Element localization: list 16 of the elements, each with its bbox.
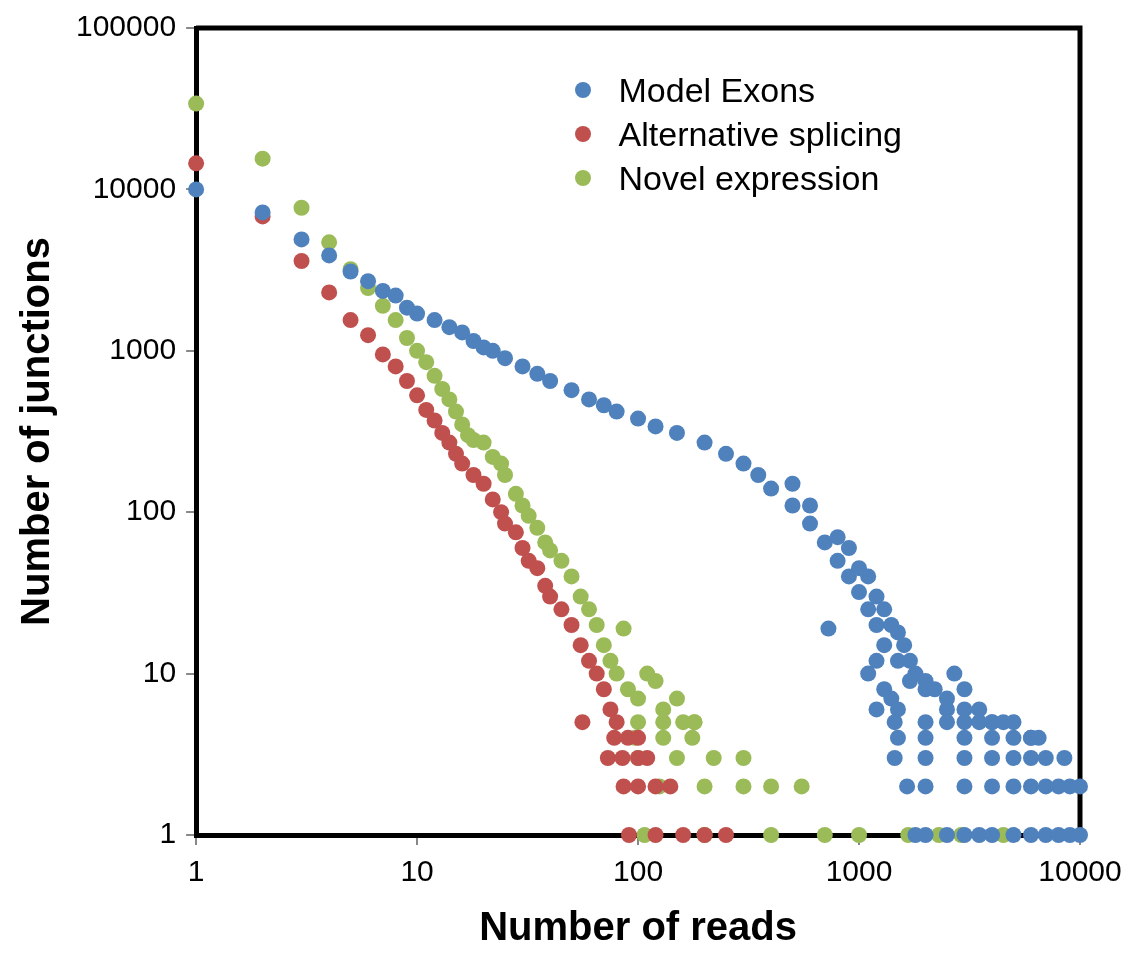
x-axis-title: Number of reads <box>479 904 797 949</box>
x-tick-label: 10 <box>400 854 434 888</box>
x-tick-label: 100 <box>613 854 664 888</box>
legend-label: Model Exons <box>618 70 816 111</box>
x-tick-label: 1 <box>187 854 205 888</box>
legend-label: Alternative splicing <box>618 114 903 155</box>
y-tick-label: 100000 <box>76 9 177 43</box>
legend-label: Novel expression <box>618 158 880 199</box>
y-tick-label: 100 <box>126 493 177 527</box>
y-tick-label: 1000 <box>109 332 177 366</box>
y-tick-label: 10000 <box>92 170 177 204</box>
y-axis-title: Number of junctions <box>13 237 58 626</box>
x-tick-label: 10000 <box>1038 854 1122 888</box>
y-tick-label: 1 <box>159 816 177 850</box>
y-tick-label: 10 <box>142 654 177 688</box>
x-tick-label: 1000 <box>825 854 893 888</box>
